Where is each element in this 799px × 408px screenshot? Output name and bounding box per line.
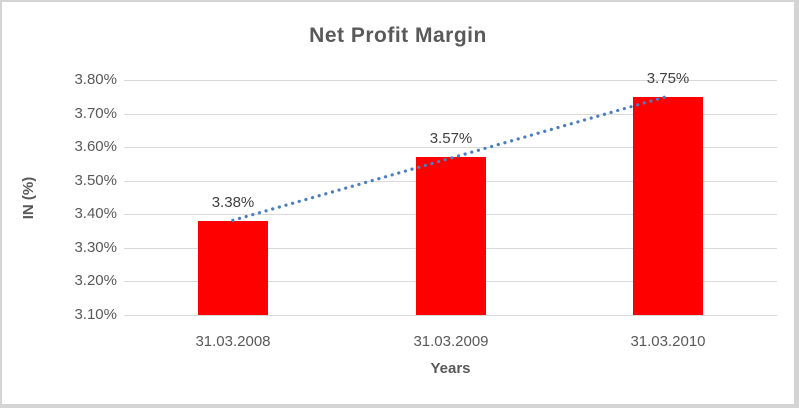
y-tick-label: 3.30% [74, 239, 117, 256]
y-tick-label: 3.70% [74, 105, 117, 122]
x-category-label: 31.03.2008 [195, 333, 271, 350]
y-tick-label: 3.80% [74, 71, 117, 88]
data-label: 3.75% [646, 70, 690, 87]
y-axis-title-text: IN (%) [20, 176, 37, 220]
x-category-label: 31.03.2010 [630, 333, 706, 350]
bar-31.03.2008 [198, 221, 268, 315]
data-label: 3.57% [429, 130, 473, 147]
y-tick-label: 3.40% [74, 205, 117, 222]
data-label: 3.38% [211, 194, 255, 211]
y-tick-label: 3.60% [74, 138, 117, 155]
chart-title: Net Profit Margin [309, 24, 487, 47]
gridline [124, 80, 777, 81]
bar-31.03.2010 [633, 97, 703, 315]
y-tick-label: 3.10% [74, 306, 117, 323]
x-axis-title: Years [430, 360, 471, 377]
gridline [124, 315, 777, 316]
y-tick-label: 3.20% [74, 272, 117, 289]
bar-31.03.2009 [416, 157, 486, 315]
x-category-label: 31.03.2009 [413, 333, 489, 350]
y-tick-label: 3.50% [74, 172, 117, 189]
